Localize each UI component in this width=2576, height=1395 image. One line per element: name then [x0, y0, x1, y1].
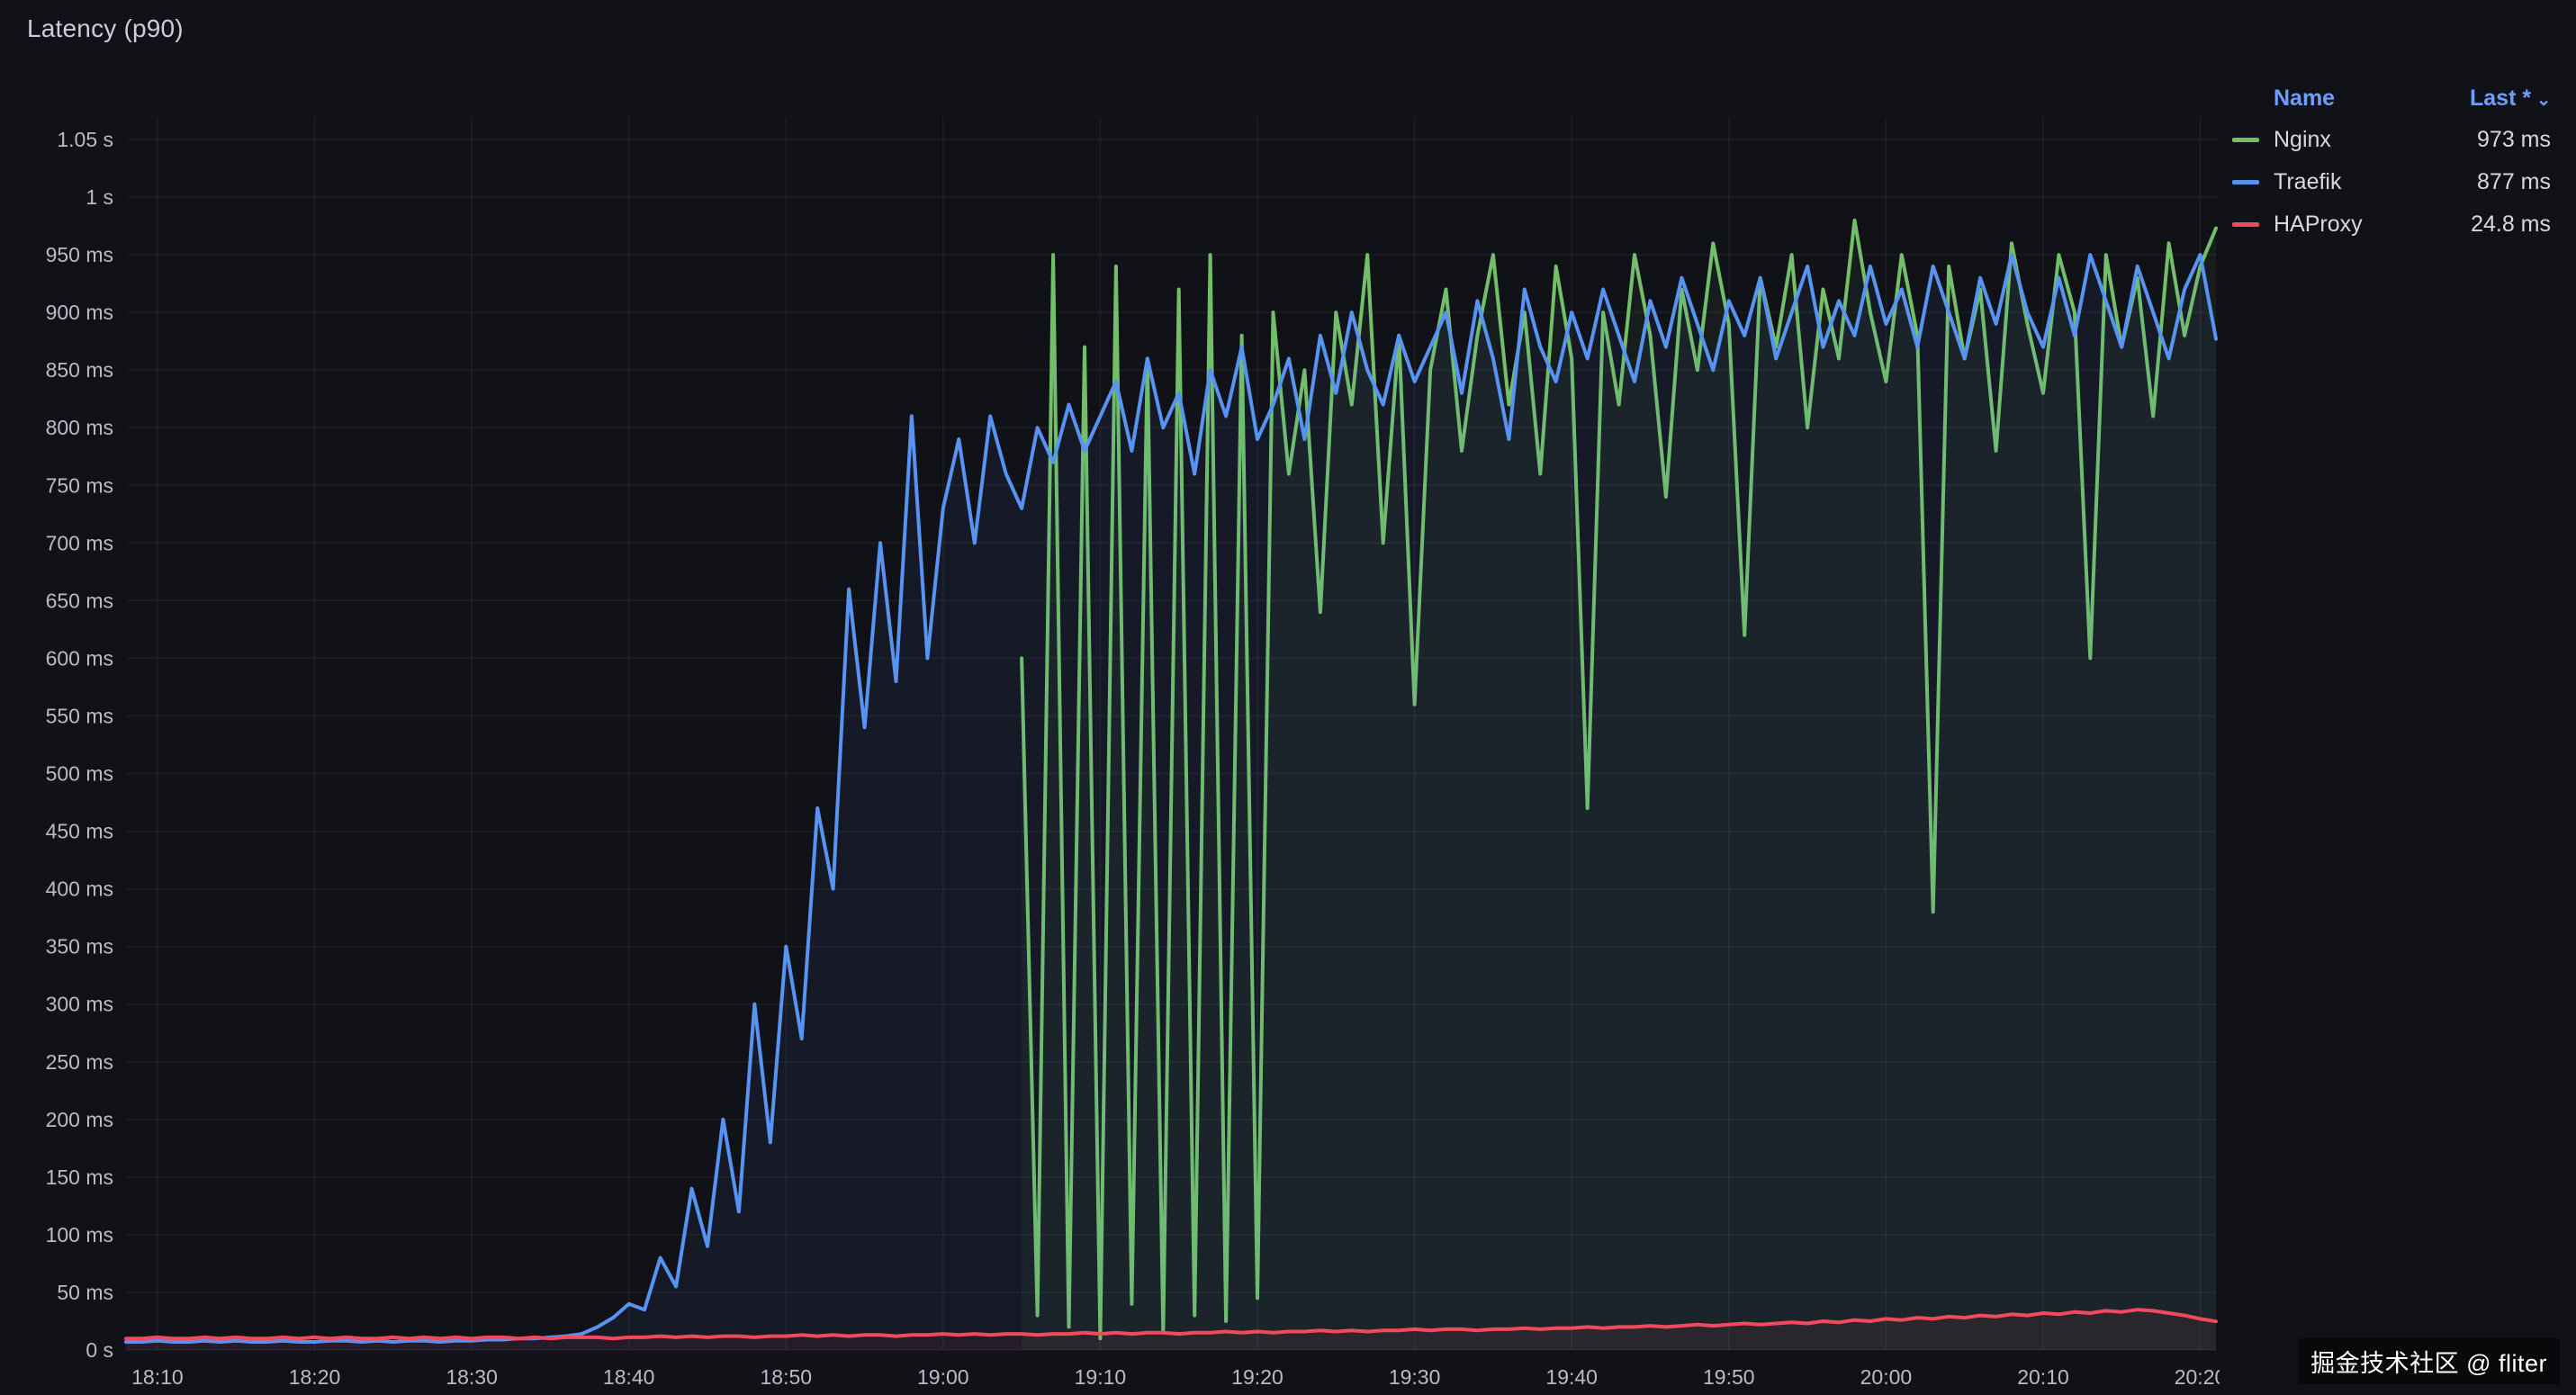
x-tick-label: 19:30: [1389, 1365, 1441, 1389]
legend-row: Traefik 877 ms: [2232, 161, 2551, 203]
x-tick-label: 18:50: [761, 1365, 813, 1389]
y-tick-label: 600 ms: [46, 646, 113, 670]
x-tick-label: 18:10: [131, 1365, 184, 1389]
legend-rows: Nginx 973 ms Traefik 877 ms HAProxy 24.8 ms: [2232, 119, 2551, 246]
legend-series-name[interactable]: Traefik: [2274, 169, 2342, 194]
series-fill-nginx: [1022, 220, 2216, 1351]
legend-last-label: Last *: [2469, 85, 2532, 111]
y-tick-label: 1 s: [86, 185, 113, 209]
x-tick-label: 19:00: [917, 1365, 969, 1389]
y-tick-label: 300 ms: [46, 993, 113, 1016]
legend-series-name[interactable]: Nginx: [2274, 127, 2331, 152]
chevron-down-icon: ⌄: [2536, 90, 2551, 110]
series-fill-traefik: [126, 255, 2216, 1351]
watermark: 掘金技术社区 @ fliter: [2298, 1338, 2560, 1384]
y-tick-label: 950 ms: [46, 243, 113, 266]
x-grid: [157, 117, 2202, 1350]
legend-series-name[interactable]: HAProxy: [2274, 212, 2363, 237]
legend: Name Last * ⌄ Nginx 973 ms Traefik 877 ms HA…: [2232, 77, 2551, 246]
y-tick-label: 0 s: [86, 1338, 113, 1362]
series-fill-haproxy: [126, 1310, 2216, 1350]
legend-series-value: 973 ms: [2477, 127, 2551, 152]
y-tick-label: 750 ms: [46, 473, 113, 497]
y-axis-labels: 0 s 50 ms 100 ms 150 ms 200 ms 250 ms 300 ms 35…: [46, 128, 113, 1362]
x-tick-label: 18:40: [603, 1365, 655, 1389]
y-tick-label: 700 ms: [46, 531, 113, 554]
legend-name-header[interactable]: Name: [2274, 85, 2336, 111]
panel-title[interactable]: Latency (p90): [27, 14, 184, 42]
x-tick-label: 18:20: [289, 1365, 341, 1389]
legend-header: Name Last * ⌄: [2232, 77, 2551, 119]
y-tick-label: 200 ms: [46, 1108, 113, 1131]
y-tick-label: 650 ms: [46, 589, 113, 612]
series-line-haproxy: [124, 1308, 2218, 1341]
y-tick-label: 900 ms: [46, 301, 113, 324]
y-tick-label: 400 ms: [46, 878, 113, 901]
legend-series-value: 877 ms: [2477, 169, 2551, 194]
y-tick-label: 550 ms: [46, 705, 113, 728]
y-tick-label: 150 ms: [46, 1166, 113, 1189]
x-tick-label: 18:30: [446, 1365, 498, 1389]
x-tick-label: 19:50: [1703, 1365, 1755, 1389]
x-tick-label: 20:10: [2017, 1365, 2069, 1389]
legend-last-header[interactable]: Last * ⌄: [2470, 86, 2551, 112]
y-tick-label: 1.05 s: [57, 128, 113, 151]
x-tick-label: 20:20: [2175, 1365, 2227, 1389]
y-tick-label: 450 ms: [46, 820, 113, 843]
x-tick-label: 19:40: [1545, 1365, 1598, 1389]
legend-row: HAProxy 24.8 ms: [2232, 203, 2551, 246]
y-tick-label: 800 ms: [46, 416, 113, 439]
series-color-swatch: [2232, 222, 2259, 227]
y-tick-label: 100 ms: [46, 1223, 113, 1246]
y-tick-label: 500 ms: [46, 762, 113, 786]
x-tick-label: 19:10: [1075, 1365, 1127, 1389]
y-tick-label: 250 ms: [46, 1050, 113, 1074]
y-tick-label: 850 ms: [46, 358, 113, 382]
x-axis-labels: 18:10 18:20 18:30 18:40 18:50 19:00 19:10 19:20…: [131, 1365, 2227, 1389]
y-tick-label: 50 ms: [57, 1281, 113, 1304]
series-color-swatch: [2232, 180, 2259, 184]
series-color-swatch: [2232, 138, 2259, 142]
x-tick-label: 19:20: [1231, 1365, 1283, 1389]
legend-row: Nginx 973 ms: [2232, 119, 2551, 161]
x-tick-label: 20:00: [1860, 1365, 1913, 1389]
series-line-traefik: [124, 253, 2218, 1344]
legend-series-value: 24.8 ms: [2471, 212, 2551, 237]
y-tick-label: 350 ms: [46, 935, 113, 958]
